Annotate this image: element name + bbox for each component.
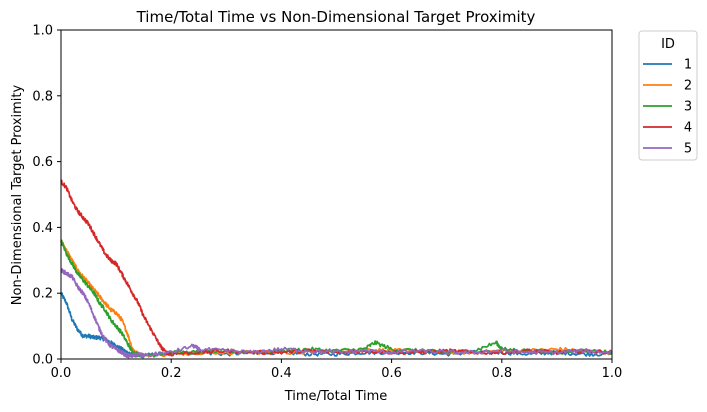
y-tick-label: 0.0	[32, 353, 53, 368]
y-tick-label: 1.0	[32, 24, 53, 39]
series-line-5	[60, 268, 613, 359]
plot-area	[60, 179, 613, 359]
legend: ID 1 2 3 4 5	[638, 30, 698, 161]
x-tick-label: 0.2	[161, 366, 182, 381]
axes-frame	[60, 29, 613, 360]
chart-title: Time/Total Time vs Non-Dimensional Targe…	[136, 8, 536, 26]
x-tick-label: 0.6	[381, 366, 402, 381]
legend-entries: 1 2 3 4 5	[643, 58, 692, 157]
legend-label-4: 4	[684, 121, 692, 136]
legend-title: ID	[661, 37, 675, 52]
x-tick-label: 1.0	[602, 366, 623, 381]
x-axis-label: Time/Total Time	[284, 389, 388, 404]
y-tick-label: 0.4	[32, 221, 53, 236]
x-tick-label: 0.0	[51, 366, 72, 381]
y-axis-label: Non-Dimensional Target Proximity	[10, 85, 25, 306]
y-tick-label: 0.8	[32, 89, 53, 104]
series-line-1	[60, 292, 613, 359]
legend-label-3: 3	[684, 100, 692, 115]
legend-label-5: 5	[684, 142, 692, 157]
series-line-2	[60, 239, 613, 358]
series-line-3	[60, 239, 613, 359]
series-line-4	[60, 179, 613, 357]
legend-label-1: 1	[684, 58, 692, 73]
x-tick-label: 0.4	[271, 366, 292, 381]
axes: 0.0 0.2 0.4 0.6 0.8 1.0 0.0 0.2 0.4 0.6 0.8 1.0	[32, 24, 622, 382]
x-tick-label: 0.8	[491, 366, 512, 381]
legend-label-2: 2	[684, 79, 692, 94]
y-tick-label: 0.6	[32, 155, 53, 170]
y-tick-label: 0.2	[32, 287, 53, 302]
